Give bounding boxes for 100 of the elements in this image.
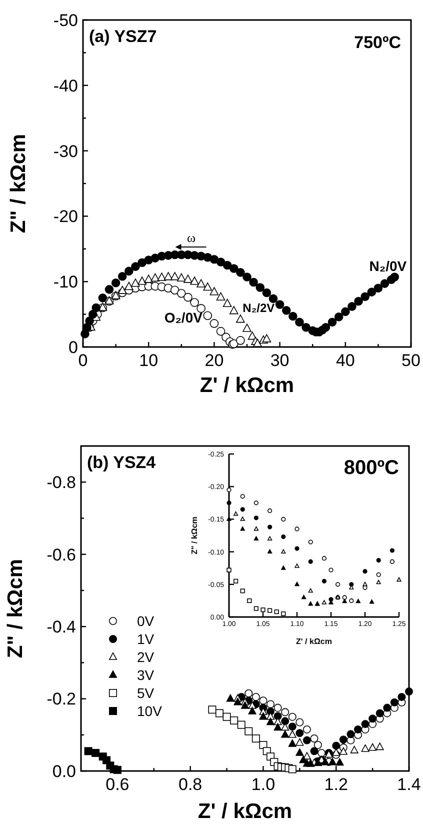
point bbox=[281, 516, 286, 522]
y-tick-label: -20 bbox=[53, 207, 78, 226]
point bbox=[302, 736, 311, 744]
point bbox=[288, 722, 296, 731]
point bbox=[281, 611, 286, 616]
point bbox=[234, 578, 238, 584]
point bbox=[341, 307, 350, 316]
point bbox=[281, 717, 290, 726]
x-tick-label: 1.4 bbox=[397, 775, 421, 794]
point bbox=[376, 580, 381, 584]
point bbox=[310, 734, 318, 742]
point bbox=[229, 306, 238, 314]
point bbox=[296, 729, 304, 738]
point bbox=[230, 716, 238, 724]
chart-title: (b) YSZ4 bbox=[87, 453, 156, 472]
point bbox=[237, 720, 246, 729]
x-tick-label: 40 bbox=[336, 351, 355, 370]
legend-label: 2V bbox=[137, 648, 155, 665]
point bbox=[240, 507, 245, 512]
point bbox=[118, 272, 127, 281]
y-tick-label: -50 bbox=[53, 10, 78, 30]
point bbox=[196, 304, 206, 313]
y-tick-label: 0 bbox=[68, 338, 78, 357]
point bbox=[322, 556, 326, 561]
annotation: 800ºC bbox=[344, 457, 399, 479]
point bbox=[85, 316, 94, 326]
point bbox=[302, 322, 310, 332]
point bbox=[268, 294, 278, 304]
point bbox=[259, 696, 268, 705]
point bbox=[157, 272, 166, 281]
point bbox=[184, 292, 192, 302]
point bbox=[190, 276, 199, 285]
point bbox=[281, 566, 286, 570]
point bbox=[124, 266, 134, 276]
point bbox=[131, 262, 140, 271]
point bbox=[262, 334, 272, 342]
y-axis-title: Z" / kΩcm bbox=[7, 134, 30, 234]
legend-label: 0V bbox=[137, 612, 155, 629]
point bbox=[131, 278, 140, 287]
point bbox=[383, 704, 392, 712]
point bbox=[376, 572, 381, 577]
point bbox=[354, 725, 362, 734]
point bbox=[360, 292, 370, 302]
y-tick-label: -40 bbox=[53, 76, 78, 96]
point bbox=[242, 324, 252, 332]
y-axis-title: Z" / kΩcm bbox=[4, 558, 27, 658]
point bbox=[226, 568, 232, 572]
point bbox=[190, 298, 199, 307]
point bbox=[260, 608, 266, 612]
point bbox=[177, 288, 186, 298]
point bbox=[376, 558, 381, 563]
point bbox=[226, 694, 234, 702]
point bbox=[294, 582, 300, 586]
legend-label: 1V bbox=[137, 630, 155, 647]
point bbox=[254, 526, 258, 531]
point bbox=[262, 288, 272, 298]
point bbox=[215, 709, 224, 718]
point bbox=[281, 730, 290, 738]
point bbox=[390, 698, 398, 706]
x-tick-label: 10 bbox=[139, 351, 158, 370]
point bbox=[308, 588, 313, 593]
point bbox=[296, 718, 304, 726]
x-axis-title: Z' / kΩcm bbox=[198, 800, 292, 823]
y-tick-label: 0.0 bbox=[52, 762, 76, 781]
point bbox=[346, 730, 355, 738]
point bbox=[405, 688, 413, 696]
point bbox=[216, 326, 226, 336]
chart-title: (a) YSZ7 bbox=[89, 27, 157, 46]
point bbox=[210, 319, 219, 328]
y-tick-label: -0.2 bbox=[46, 690, 76, 709]
point bbox=[229, 264, 238, 273]
series-label: O₂/0V bbox=[164, 309, 204, 326]
point bbox=[226, 516, 232, 521]
point bbox=[124, 282, 134, 290]
point bbox=[334, 312, 344, 322]
x-tick-label: 1.0 bbox=[251, 775, 276, 794]
point bbox=[111, 278, 120, 288]
point bbox=[164, 272, 173, 280]
point bbox=[362, 569, 368, 574]
legend-label: 5V bbox=[137, 684, 155, 701]
series-label: N₂/0V bbox=[369, 258, 408, 274]
point bbox=[248, 706, 256, 714]
y-tick-label: -0.8 bbox=[46, 473, 76, 492]
point bbox=[281, 534, 286, 540]
point bbox=[118, 286, 127, 294]
point bbox=[252, 734, 260, 742]
point bbox=[150, 273, 160, 282]
point bbox=[234, 698, 242, 706]
point bbox=[236, 314, 245, 323]
point bbox=[296, 748, 304, 756]
point bbox=[259, 712, 268, 720]
point bbox=[88, 310, 98, 319]
point bbox=[240, 588, 245, 594]
point bbox=[216, 292, 226, 300]
point bbox=[398, 692, 406, 701]
point bbox=[92, 748, 100, 757]
series-label: N₂/2V bbox=[242, 301, 275, 316]
point bbox=[281, 549, 286, 554]
point bbox=[288, 712, 296, 721]
point bbox=[203, 282, 212, 291]
